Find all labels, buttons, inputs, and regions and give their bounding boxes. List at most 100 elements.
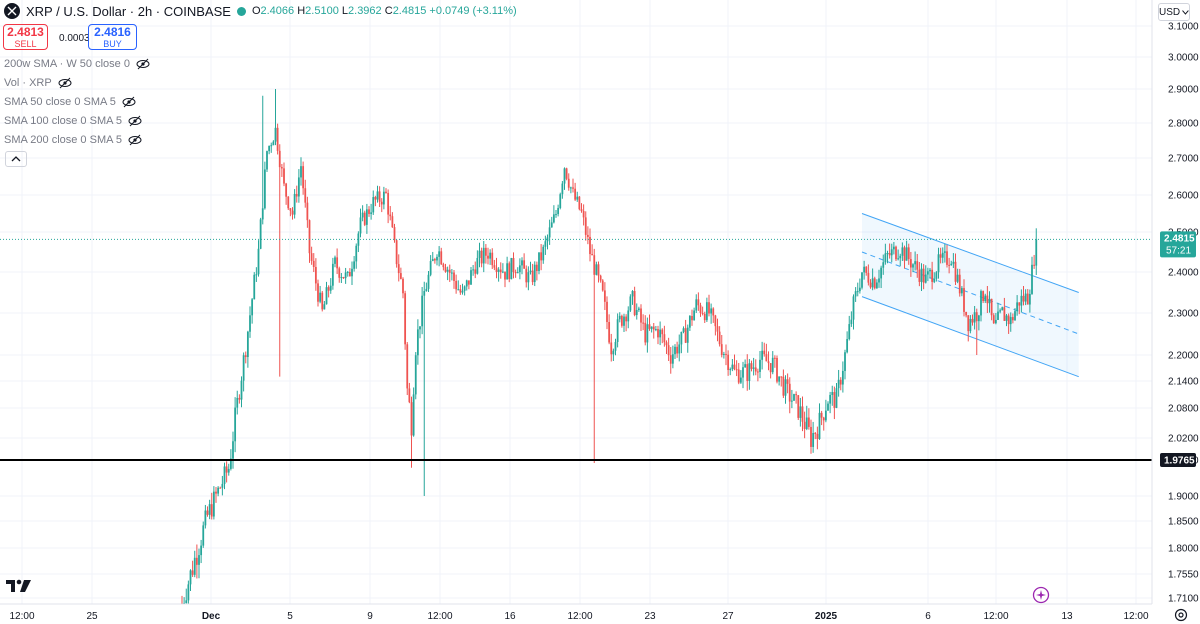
candle-body [1022, 295, 1025, 302]
candle-body [412, 394, 415, 436]
candle-body [829, 394, 832, 404]
candle-body [935, 272, 938, 279]
candle-body [814, 433, 817, 435]
candle-body [892, 246, 895, 250]
candle-body [729, 369, 732, 371]
candle-body [261, 208, 264, 220]
candle-body [440, 251, 443, 265]
candle-body [946, 251, 948, 265]
candle-body [1001, 307, 1004, 311]
eye-hidden-icon[interactable] [136, 57, 150, 71]
candle-body [584, 217, 587, 235]
buy-button[interactable]: 2.4816 BUY [88, 24, 137, 50]
candle-body [533, 264, 536, 283]
candle-body [912, 264, 914, 268]
indicator-200w-sma[interactable]: 200w SMA · W 50 close 0 [4, 57, 150, 71]
candle-body [971, 318, 974, 323]
candle-body [1026, 293, 1029, 305]
candle-body [684, 328, 687, 343]
candle-body [287, 196, 290, 209]
eye-hidden-icon[interactable] [128, 133, 142, 147]
candle-body [718, 331, 721, 345]
candle-body [810, 426, 812, 447]
horizontal-lines [0, 238, 1152, 461]
candle-body [582, 210, 585, 218]
candle-body [782, 376, 785, 396]
time-tick-label: 12:00 [427, 611, 452, 622]
candle-body [442, 264, 445, 268]
candle-body [1024, 293, 1027, 302]
candle-body [895, 246, 897, 260]
candle-body [497, 269, 500, 272]
candle-body [852, 296, 855, 320]
candle-body [837, 379, 840, 389]
candle-body [754, 367, 757, 372]
eye-hidden-icon[interactable] [122, 95, 136, 109]
candle-body [529, 270, 532, 273]
sell-button[interactable]: 2.4813 SELL [3, 24, 48, 50]
indicator-label: 200w SMA · W 50 close 0 [4, 58, 130, 70]
candle-body [574, 188, 577, 200]
candle-body [907, 247, 910, 260]
eye-hidden-icon[interactable] [128, 114, 142, 128]
candle-body [567, 178, 570, 188]
settings-gear-icon[interactable] [1173, 607, 1189, 623]
candle-body [357, 233, 360, 246]
candle-body [997, 311, 999, 320]
candle-body [888, 253, 891, 256]
candle-body [878, 278, 880, 283]
currency-select[interactable]: USD [1158, 3, 1190, 21]
candle-body [380, 201, 383, 205]
xrp-logo-icon [4, 3, 20, 19]
candle-body [542, 246, 545, 261]
candle-body [975, 312, 978, 322]
candle-body [614, 341, 617, 351]
channel-lower-line [861, 296, 1079, 378]
candle-body [467, 280, 470, 285]
descending-channel-drawing[interactable] [861, 213, 1079, 378]
candle-body [646, 324, 649, 343]
candle-body [312, 260, 315, 267]
indicator-sma-100[interactable]: SMA 100 close 0 SMA 5 [4, 114, 142, 128]
eye-hidden-icon[interactable] [58, 76, 72, 90]
candle-body [903, 247, 906, 261]
candle-body [472, 269, 475, 271]
candle-body [805, 417, 808, 429]
candle-body [846, 339, 849, 353]
candle-body [909, 259, 912, 268]
candle-body [848, 324, 851, 340]
symbol-title[interactable]: XRP / U.S. Dollar · 2h · COINBASE [26, 3, 231, 19]
price-tick-label: 2.0800 [1168, 404, 1199, 415]
candle-body [818, 412, 821, 439]
price-tick-label: 3.1000 [1168, 22, 1199, 33]
indicator-sma-200[interactable]: SMA 200 close 0 SMA 5 [4, 133, 142, 147]
indicator-sma-50[interactable]: SMA 50 close 0 SMA 5 [4, 95, 136, 109]
indicator-label: SMA 200 close 0 SMA 5 [4, 134, 123, 146]
price-tick-label: 2.2000 [1168, 351, 1199, 362]
candle-body [1016, 302, 1019, 312]
tradingview-logo-icon[interactable] [6, 578, 32, 594]
candle-body [563, 168, 566, 184]
time-tick-label: 16 [504, 611, 516, 622]
go-to-realtime-icon[interactable] [1032, 586, 1050, 604]
candle-body [956, 274, 959, 282]
indicator-volume[interactable]: Vol · XRP [4, 76, 72, 90]
candle-body [824, 410, 827, 421]
candle-body [693, 310, 696, 321]
candle-body [1020, 295, 1023, 306]
candle-body [657, 329, 659, 338]
candle-body [725, 353, 727, 355]
collapse-legend-button[interactable] [5, 151, 27, 167]
candle-body [926, 271, 929, 275]
candle-body [550, 222, 553, 228]
candle-body [208, 504, 211, 515]
candle-body [897, 258, 900, 260]
candle-body [342, 277, 345, 279]
candle-body [295, 193, 298, 197]
candle-body [676, 346, 679, 354]
candle-body [746, 364, 749, 381]
candle-body [737, 369, 740, 383]
candle-body [835, 388, 838, 408]
